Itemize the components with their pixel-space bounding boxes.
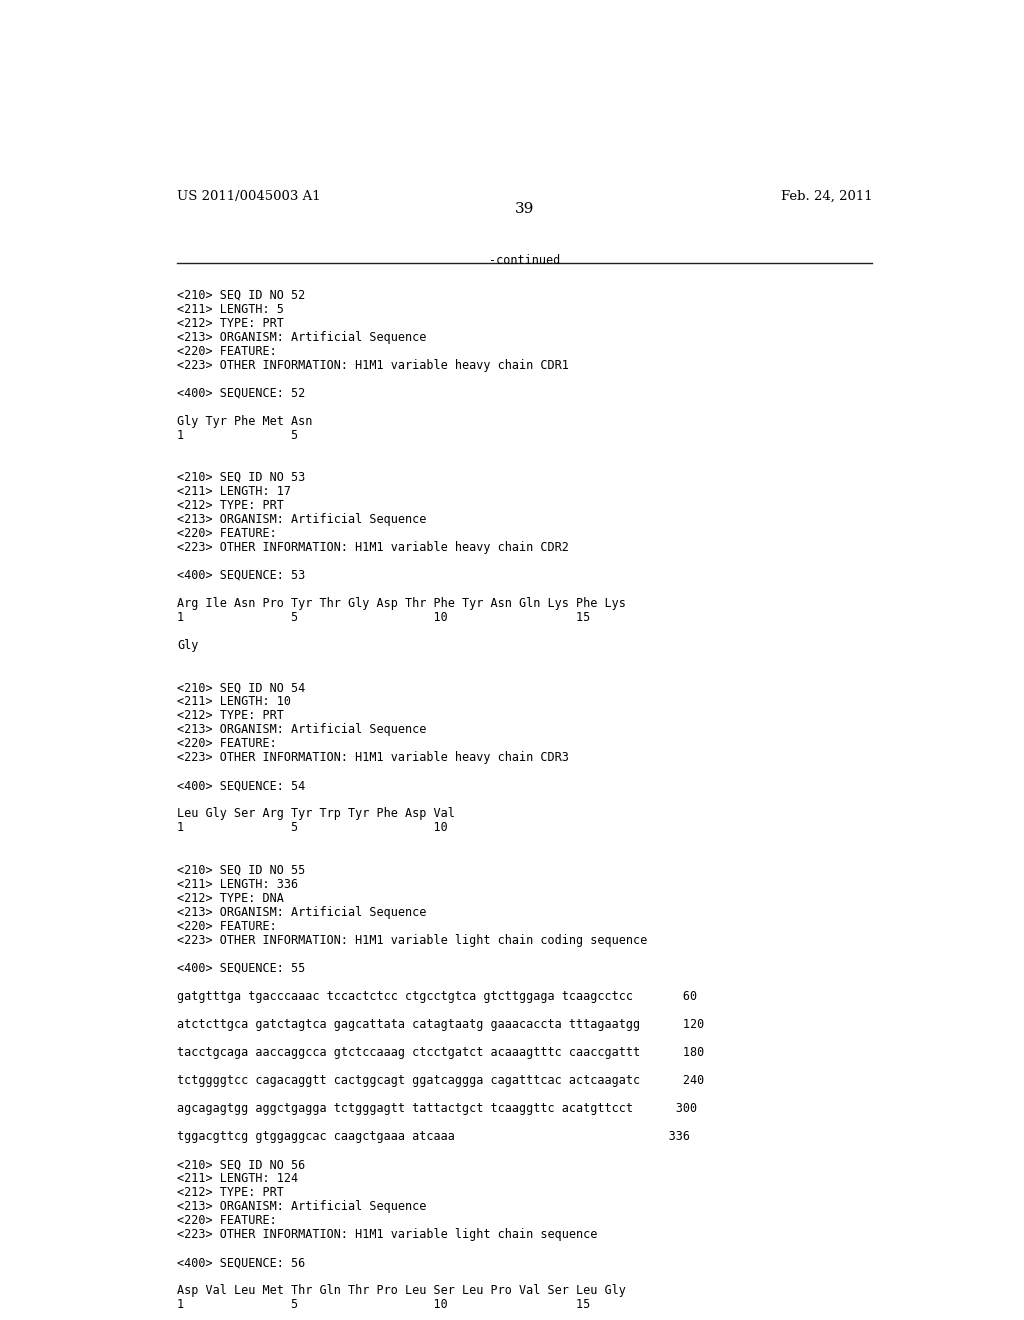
Text: gatgtttga tgacccaaac tccactctcc ctgcctgtca gtcttggaga tcaagcctcc       60: gatgtttga tgacccaaac tccactctcc ctgcctgt… [177,990,697,1003]
Text: Feb. 24, 2011: Feb. 24, 2011 [780,190,872,203]
Text: tggacgttcg gtggaggcac caagctgaaa atcaaa                              336: tggacgttcg gtggaggcac caagctgaaa atcaaa … [177,1130,690,1143]
Text: <211> LENGTH: 10: <211> LENGTH: 10 [177,696,291,709]
Text: Gly: Gly [177,639,199,652]
Text: tctggggtcc cagacaggtt cactggcagt ggatcaggga cagatttcac actcaagatc      240: tctggggtcc cagacaggtt cactggcagt ggatcag… [177,1074,705,1086]
Text: <220> FEATURE:: <220> FEATURE: [177,920,276,933]
Text: <400> SEQUENCE: 55: <400> SEQUENCE: 55 [177,962,305,974]
Text: <223> OTHER INFORMATION: H1M1 variable light chain coding sequence: <223> OTHER INFORMATION: H1M1 variable l… [177,933,647,946]
Text: <210> SEQ ID NO 54: <210> SEQ ID NO 54 [177,681,305,694]
Text: <223> OTHER INFORMATION: H1M1 variable light chain sequence: <223> OTHER INFORMATION: H1M1 variable l… [177,1229,598,1241]
Text: <213> ORGANISM: Artificial Sequence: <213> ORGANISM: Artificial Sequence [177,1200,427,1213]
Text: <220> FEATURE:: <220> FEATURE: [177,527,276,540]
Text: <400> SEQUENCE: 52: <400> SEQUENCE: 52 [177,387,305,400]
Text: <223> OTHER INFORMATION: H1M1 variable heavy chain CDR1: <223> OTHER INFORMATION: H1M1 variable h… [177,359,569,372]
Text: tacctgcaga aaccaggcca gtctccaaag ctcctgatct acaaagtttc caaccgattt      180: tacctgcaga aaccaggcca gtctccaaag ctcctga… [177,1045,705,1059]
Text: Asp Val Leu Met Thr Gln Thr Pro Leu Ser Leu Pro Val Ser Leu Gly: Asp Val Leu Met Thr Gln Thr Pro Leu Ser … [177,1284,626,1298]
Text: <212> TYPE: PRT: <212> TYPE: PRT [177,317,284,330]
Text: <220> FEATURE:: <220> FEATURE: [177,738,276,750]
Text: Leu Gly Ser Arg Tyr Trp Tyr Phe Asp Val: Leu Gly Ser Arg Tyr Trp Tyr Phe Asp Val [177,808,455,821]
Text: <213> ORGANISM: Artificial Sequence: <213> ORGANISM: Artificial Sequence [177,723,427,737]
Text: <212> TYPE: PRT: <212> TYPE: PRT [177,499,284,512]
Text: -continued: -continued [489,253,560,267]
Text: <210> SEQ ID NO 53: <210> SEQ ID NO 53 [177,471,305,484]
Text: <212> TYPE: PRT: <212> TYPE: PRT [177,1187,284,1199]
Text: 1               5                   10                  15: 1 5 10 15 [177,1299,591,1311]
Text: <220> FEATURE:: <220> FEATURE: [177,1214,276,1228]
Text: <210> SEQ ID NO 56: <210> SEQ ID NO 56 [177,1158,305,1171]
Text: Gly Tyr Phe Met Asn: Gly Tyr Phe Met Asn [177,414,312,428]
Text: <213> ORGANISM: Artificial Sequence: <213> ORGANISM: Artificial Sequence [177,330,427,343]
Text: <210> SEQ ID NO 52: <210> SEQ ID NO 52 [177,289,305,301]
Text: <212> TYPE: PRT: <212> TYPE: PRT [177,709,284,722]
Text: 39: 39 [515,202,535,216]
Text: 1               5: 1 5 [177,429,298,442]
Text: <400> SEQUENCE: 54: <400> SEQUENCE: 54 [177,779,305,792]
Text: US 2011/0045003 A1: US 2011/0045003 A1 [177,190,321,203]
Text: <213> ORGANISM: Artificial Sequence: <213> ORGANISM: Artificial Sequence [177,513,427,525]
Text: <213> ORGANISM: Artificial Sequence: <213> ORGANISM: Artificial Sequence [177,906,427,919]
Text: <223> OTHER INFORMATION: H1M1 variable heavy chain CDR3: <223> OTHER INFORMATION: H1M1 variable h… [177,751,569,764]
Text: atctcttgca gatctagtca gagcattata catagtaatg gaaacaccta tttagaatgg      120: atctcttgca gatctagtca gagcattata catagta… [177,1018,705,1031]
Text: <210> SEQ ID NO 55: <210> SEQ ID NO 55 [177,863,305,876]
Text: <211> LENGTH: 124: <211> LENGTH: 124 [177,1172,298,1185]
Text: <220> FEATURE:: <220> FEATURE: [177,345,276,358]
Text: <400> SEQUENCE: 53: <400> SEQUENCE: 53 [177,569,305,582]
Text: 1               5                   10: 1 5 10 [177,821,447,834]
Text: 1               5                   10                  15: 1 5 10 15 [177,611,591,624]
Text: <400> SEQUENCE: 56: <400> SEQUENCE: 56 [177,1257,305,1270]
Text: <211> LENGTH: 17: <211> LENGTH: 17 [177,484,291,498]
Text: agcagagtgg aggctgagga tctgggagtt tattactgct tcaaggttc acatgttcct      300: agcagagtgg aggctgagga tctgggagtt tattact… [177,1102,697,1115]
Text: <223> OTHER INFORMATION: H1M1 variable heavy chain CDR2: <223> OTHER INFORMATION: H1M1 variable h… [177,541,569,554]
Text: <211> LENGTH: 5: <211> LENGTH: 5 [177,302,284,315]
Text: <212> TYPE: DNA: <212> TYPE: DNA [177,891,284,904]
Text: <211> LENGTH: 336: <211> LENGTH: 336 [177,878,298,891]
Text: Arg Ile Asn Pro Tyr Thr Gly Asp Thr Phe Tyr Asn Gln Lys Phe Lys: Arg Ile Asn Pro Tyr Thr Gly Asp Thr Phe … [177,597,626,610]
